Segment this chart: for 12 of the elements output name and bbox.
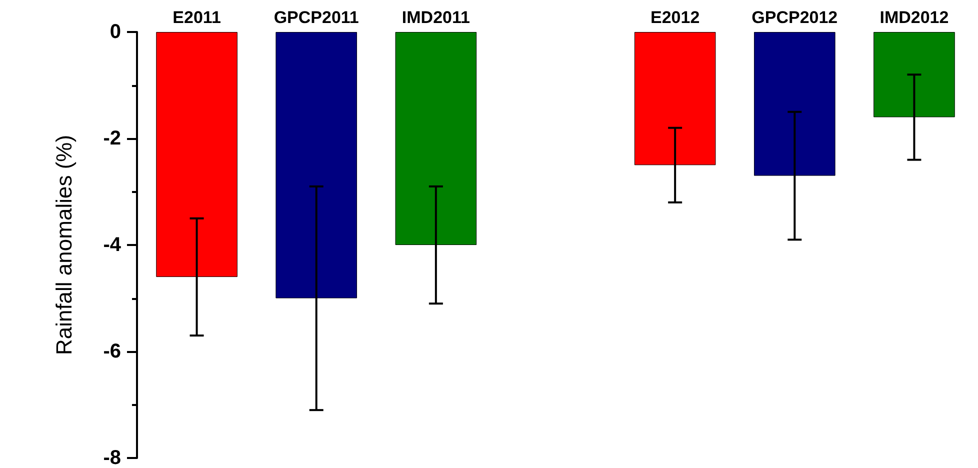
- y-tick-label: -6: [103, 340, 121, 362]
- x-tick-label: E2011: [172, 8, 221, 27]
- x-tick-label: GPCP2012: [752, 8, 838, 27]
- y-tick-label: -4: [103, 234, 122, 256]
- y-tick-label: 0: [110, 21, 121, 43]
- x-tick-label: GPCP2011: [274, 8, 359, 27]
- x-tick-label: IMD2012: [880, 8, 949, 27]
- y-tick-label: -2: [103, 128, 121, 150]
- y-axis-title: Rainfall anomalies (%): [52, 134, 76, 356]
- y-tick-label: -8: [103, 447, 121, 468]
- x-tick-label: IMD2011: [402, 8, 470, 27]
- x-tick-label: E2012: [650, 8, 700, 27]
